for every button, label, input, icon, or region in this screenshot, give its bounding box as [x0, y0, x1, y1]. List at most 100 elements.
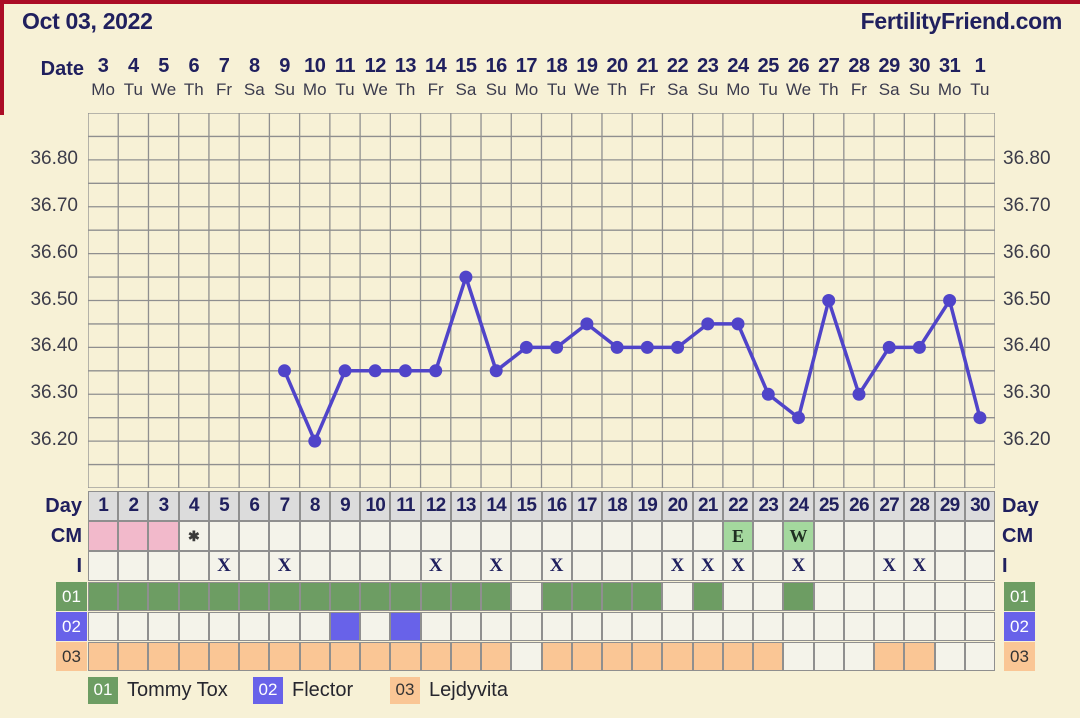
y-axis-label: 36.60: [1003, 241, 1051, 263]
med-cell: [390, 612, 421, 641]
med-cell: [208, 612, 240, 641]
date-number: 19: [576, 55, 598, 77]
date-number: 3: [97, 55, 109, 77]
day-cell: 19: [632, 491, 663, 521]
intercourse-mark: X: [882, 555, 897, 576]
intercourse-cell: X: [208, 551, 240, 581]
intercourse-cell: [390, 551, 421, 581]
intercourse-cell: [511, 551, 542, 581]
weekday-label: Th: [607, 80, 627, 99]
date-number: 28: [848, 55, 870, 77]
temperature-point: [640, 340, 654, 354]
intercourse-cell: [843, 551, 875, 581]
intercourse-mark: X: [670, 555, 685, 576]
weekday-label: Su: [485, 80, 507, 99]
med-cell: [88, 582, 119, 611]
med-cell: [511, 612, 542, 641]
med-cell: [964, 642, 995, 671]
med-cell: [753, 582, 784, 611]
intercourse-cell: [178, 551, 209, 581]
med-cell: [904, 582, 935, 611]
date-number: 21: [636, 55, 659, 77]
med-cell: [722, 582, 754, 611]
intercourse-cell: [601, 551, 633, 581]
med-cell: [420, 612, 451, 641]
med-cell: [208, 582, 240, 611]
cm-cell: [934, 521, 965, 551]
top-frame-line: [0, 0, 1080, 4]
date-number: 20: [606, 55, 628, 77]
day-cell: 27: [874, 491, 905, 521]
med-cell: [269, 582, 300, 611]
date-number: 13: [394, 55, 417, 77]
date-axis-label: Date: [40, 58, 84, 80]
med-cell: [662, 612, 693, 641]
med-cell: [934, 642, 965, 671]
med-cell: [390, 582, 421, 611]
weekday-label: We: [785, 80, 812, 99]
med-cell: [360, 612, 391, 641]
day-cell: 25: [813, 491, 844, 521]
med-cell: [964, 582, 995, 611]
temperature-point: [701, 317, 715, 331]
weekday-label: We: [362, 80, 388, 99]
chart-date-title: Oct 03, 2022: [22, 8, 153, 34]
med-cell: [571, 582, 602, 611]
date-number: 27: [818, 55, 840, 77]
date-number: 4: [128, 55, 139, 77]
cm-cell: E: [722, 521, 754, 551]
legend-name-01: Tommy Tox: [127, 678, 228, 701]
y-axis-label: 36.20: [30, 429, 78, 451]
med-cell: [208, 642, 240, 671]
day-cell: 1: [88, 491, 119, 521]
med-cell: [511, 642, 542, 671]
day-cell: 28: [904, 491, 935, 521]
day-cell: 2: [118, 491, 149, 521]
cm-cell: [390, 521, 421, 551]
legend-name-03: Lejdyvita: [429, 678, 508, 701]
weekday-label: Tu: [547, 80, 567, 99]
day-row-label: Day: [1002, 494, 1039, 517]
y-axis-label: 36.50: [30, 288, 78, 310]
cm-cell: [420, 521, 451, 551]
cm-cell: [874, 521, 905, 551]
cm-cell: [753, 521, 784, 551]
legend-badge-03: 03: [390, 676, 420, 704]
cm-row-label: CM: [1002, 524, 1034, 547]
weekday-label: We: [574, 80, 600, 99]
med-cell: [934, 612, 965, 641]
cm-cell: [571, 521, 602, 551]
y-axis-label: 36.70: [30, 194, 78, 216]
day-cell: 26: [843, 491, 875, 521]
date-number: 26: [787, 55, 810, 77]
weekday-label: Sa: [667, 80, 688, 99]
intercourse-cell: [148, 551, 179, 581]
temperature-point: [761, 387, 775, 401]
day-cell: 16: [541, 491, 572, 521]
temperature-point: [278, 364, 291, 378]
brand-link[interactable]: FertilityFriend.com: [860, 8, 1063, 34]
date-number: 15: [455, 55, 477, 77]
weekday-label: Mo: [514, 80, 539, 99]
y-axis-label: 36.30: [30, 382, 78, 404]
intercourse-cell: [964, 551, 995, 581]
med-cell: [178, 582, 209, 611]
date-number: 31: [939, 55, 961, 77]
intercourse-row-label: I: [1002, 554, 1008, 577]
intercourse-cell: [118, 551, 149, 581]
intercourse-cell: [632, 551, 663, 581]
weekday-label: Th: [818, 80, 839, 99]
med-cell: [178, 642, 209, 671]
med-cell: [843, 612, 875, 641]
day-cell: 14: [481, 491, 512, 521]
med-badge-01-left: 01: [56, 582, 87, 611]
date-number: 11: [334, 55, 356, 77]
cm-cell: [964, 521, 995, 551]
med-cell: [722, 642, 754, 671]
med-cell: [329, 642, 361, 671]
intercourse-cell: X: [874, 551, 905, 581]
cm-cell: [481, 521, 512, 551]
day-row: 1 2 3 4 5 6 7 8 9 10 11 12 13 14 15 16 17 18 19 20 21 22 23 24 2…: [88, 491, 995, 521]
intercourse-mark: X: [791, 555, 806, 576]
